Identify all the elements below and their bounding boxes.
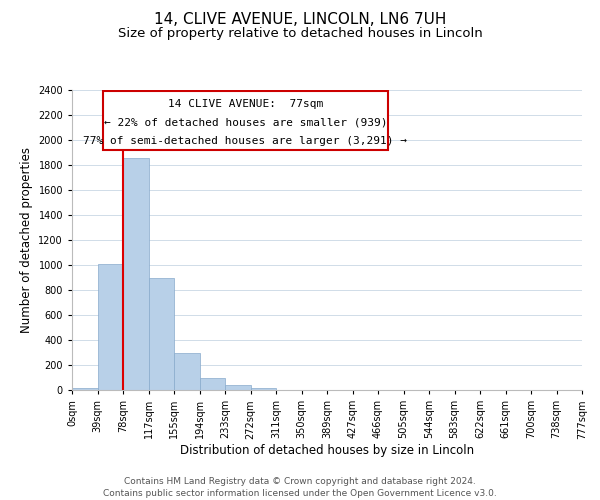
Bar (97, 264, 123, 390)
Text: 14, CLIVE AVENUE, LINCOLN, LN6 7UH: 14, CLIVE AVENUE, LINCOLN, LN6 7UH (154, 12, 446, 28)
Text: 77% of semi-detached houses are larger (3,291) →: 77% of semi-detached houses are larger (… (83, 136, 407, 146)
Bar (123, 158, 149, 390)
FancyBboxPatch shape (103, 92, 388, 150)
Bar (72, 388, 97, 390)
X-axis label: Distribution of detached houses by size in Lincoln: Distribution of detached houses by size … (180, 444, 474, 457)
Text: Size of property relative to detached houses in Lincoln: Size of property relative to detached ho… (118, 28, 482, 40)
Text: 14 CLIVE AVENUE:  77sqm: 14 CLIVE AVENUE: 77sqm (168, 99, 323, 109)
Bar (251, 388, 276, 390)
Text: ← 22% of detached houses are smaller (939): ← 22% of detached houses are smaller (93… (104, 118, 387, 128)
Bar (174, 352, 199, 390)
Bar (225, 385, 251, 390)
Bar (199, 378, 225, 390)
Bar (149, 278, 174, 390)
Text: Contains HM Land Registry data © Crown copyright and database right 2024.
Contai: Contains HM Land Registry data © Crown c… (103, 476, 497, 498)
Y-axis label: Number of detached properties: Number of detached properties (20, 147, 32, 333)
